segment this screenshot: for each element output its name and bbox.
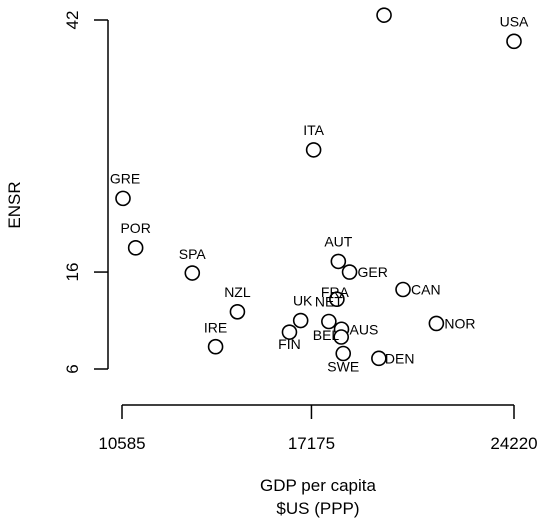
point-marker — [281, 324, 298, 340]
point-marker — [371, 350, 387, 367]
point-label: SWE — [327, 358, 359, 374]
data-point-ita: ITA — [303, 122, 325, 158]
point-label: NZL — [224, 284, 251, 300]
point-marker — [229, 304, 246, 320]
data-point-fra: FRA — [321, 284, 350, 308]
data-point-spa: SPA — [179, 246, 207, 281]
data-point-net: NET — [315, 293, 343, 330]
y-tick-label: 6 — [63, 364, 82, 373]
data-point-nzl: NZL — [224, 284, 251, 320]
point-marker — [207, 338, 224, 355]
point-marker — [395, 281, 411, 298]
point-label: AUS — [350, 321, 379, 337]
x-tick-label: 24220 — [490, 434, 537, 453]
data-point-por: POR — [120, 220, 151, 256]
point-marker — [292, 312, 309, 329]
point-marker — [330, 253, 347, 270]
point-label: ITA — [303, 122, 324, 138]
point-label: FRA — [321, 284, 350, 300]
x-tick-label: 17175 — [288, 434, 335, 453]
x-tick-label: 10585 — [98, 434, 145, 453]
y-axis: 6 16 42 — [63, 11, 109, 374]
data-point-den: DEN — [371, 350, 415, 367]
point-label: IRE — [204, 320, 227, 336]
data-point-fin: FIN — [278, 324, 301, 352]
point-label: GER — [358, 264, 388, 280]
data-point-ire: IRE — [204, 320, 227, 355]
point-label: USA — [500, 13, 529, 29]
point-marker — [341, 264, 358, 280]
point-marker — [333, 329, 350, 345]
point-label: BEL — [313, 327, 340, 343]
point-label: AUT — [324, 233, 352, 249]
point-marker — [321, 313, 337, 330]
point-label: JPN — [371, 0, 397, 3]
point-label: NOR — [444, 315, 475, 331]
point-marker — [329, 291, 345, 308]
point-marker — [127, 240, 144, 256]
x-axis-label-line-1: GDP per capita — [260, 476, 376, 495]
data-point-nor: NOR — [428, 315, 476, 332]
point-marker — [115, 190, 131, 207]
data-point-usa: USA — [500, 13, 529, 50]
y-tick-label: 42 — [63, 11, 82, 30]
point-marker — [428, 315, 445, 332]
x-axis-label-line-2: $US (PPP) — [276, 499, 359, 518]
data-point-gre: GRE — [110, 170, 140, 207]
point-label: DEN — [385, 350, 415, 366]
data-point-aut: AUT — [324, 233, 353, 270]
point-marker — [305, 142, 322, 158]
y-tick-label: 16 — [63, 263, 82, 282]
data-point-ger: GER — [341, 264, 388, 280]
data-point-jpn: JPN — [371, 0, 397, 23]
data-point-bel: BEL — [313, 327, 350, 345]
point-marker — [184, 265, 201, 281]
point-label: NET — [315, 293, 343, 309]
point-marker — [506, 33, 522, 50]
data-point-uk: UK — [292, 293, 313, 329]
point-label: POR — [120, 220, 150, 236]
data-point-can: CAN — [395, 281, 441, 298]
x-axis: 10585 17175 24220 — [98, 404, 538, 453]
data-point-swe: SWE — [327, 345, 359, 374]
point-label: FIN — [278, 336, 301, 352]
point-label: UK — [293, 293, 313, 309]
point-marker — [376, 7, 392, 23]
point-marker — [335, 345, 352, 362]
point-label: CAN — [411, 282, 441, 298]
point-label: GRE — [110, 170, 140, 186]
point-label: SPA — [179, 246, 207, 262]
y-axis-label: ENSR — [5, 181, 24, 228]
